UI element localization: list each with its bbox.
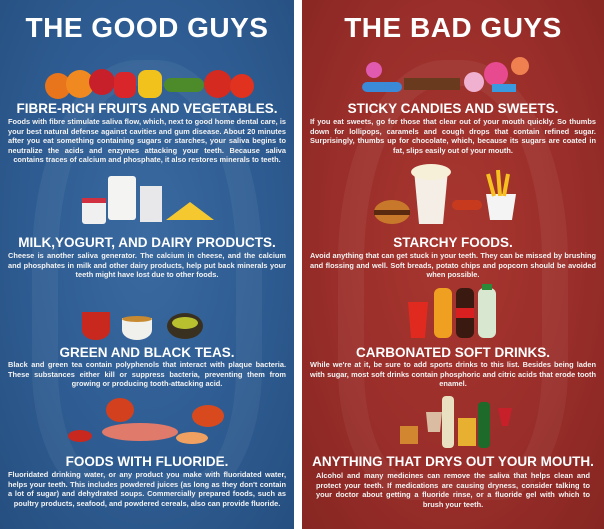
section-body: While we're at it, be sure to add sports…: [310, 360, 596, 389]
soft-drinks-image: [408, 284, 496, 338]
section-heading: MILK,YOGURT, AND DAIRY PRODUCTS.: [18, 235, 276, 250]
section-body: Avoid anything that can get stuck in you…: [310, 251, 596, 280]
teas-image: [82, 312, 203, 340]
good-guys-panel: THE GOOD GUYS FIBRE-RICH FRUITS AND VEGE…: [0, 0, 294, 529]
bad-guys-panel: THE BAD GUYS STICKY CANDIES AND SWEETS. …: [302, 0, 604, 529]
bad-guys-title: THE BAD GUYS: [344, 12, 562, 43]
section-heading: STARCHY FOODS.: [393, 235, 513, 250]
section-body: Black and green tea contain polyphenols …: [8, 360, 286, 389]
section-heading: FOODS WITH FLUORIDE.: [65, 454, 229, 469]
section-heading: FIBRE-RICH FRUITS AND VEGETABLES.: [16, 101, 278, 116]
section-body: If you eat sweets, go for those that cle…: [310, 117, 596, 155]
seafood-image: [68, 398, 224, 444]
section-body: Foods with fibre stimulate saliva flow, …: [8, 117, 286, 165]
section-body: Cheese is another saliva generator. The …: [8, 251, 286, 280]
section-heading: ANYTHING THAT DRYS OUT YOUR MOUTH.: [312, 454, 594, 469]
alcohol-image: [400, 396, 512, 448]
candies-image: [362, 57, 529, 92]
good-guys-title: THE GOOD GUYS: [25, 12, 269, 43]
section-heading: CARBONATED SOFT DRINKS.: [356, 345, 550, 360]
fruits-vegetables-image: [45, 69, 254, 99]
section-body: Fluoridated drinking water, or any produ…: [8, 470, 286, 508]
section-heading: STICKY CANDIES AND SWEETS.: [347, 101, 559, 116]
dairy-image: [82, 176, 214, 224]
section-heading: GREEN AND BLACK TEAS.: [59, 345, 235, 360]
starchy-foods-image: [374, 164, 516, 224]
section-body: Alcohol and many medicines can remove th…: [316, 471, 590, 509]
